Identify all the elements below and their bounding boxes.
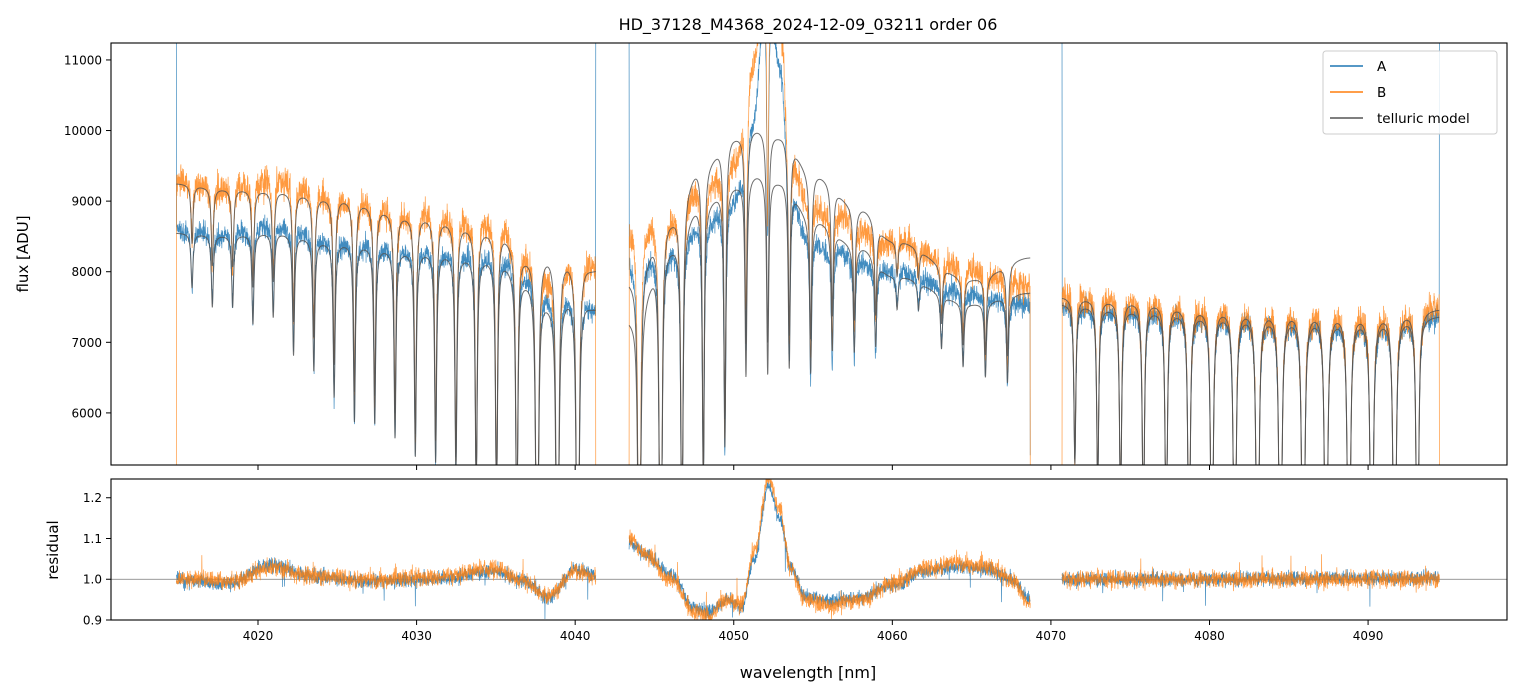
- top-y-tick-label: 10000: [64, 124, 102, 138]
- top-y-tick-label: 7000: [71, 336, 102, 350]
- flux-series-group: [175, 43, 1440, 465]
- top-y-tick-label: 8000: [71, 265, 102, 279]
- legend-label-A: A: [1377, 59, 1387, 75]
- bottom-y-tick-label: 1.2: [83, 491, 102, 505]
- x-tick-label: 4050: [718, 629, 749, 643]
- x-axis-label: wavelength [nm]: [740, 663, 877, 682]
- x-tick-label: 4060: [877, 629, 908, 643]
- x-tick-label: 4080: [1194, 629, 1225, 643]
- residual-panel: 4020 4030 4040 4050 4060 4070 4080 4090 0.9 1.0 1.…: [83, 478, 1508, 643]
- bottom-y-tick-label: 1.1: [83, 532, 102, 546]
- legend-label-B: B: [1377, 85, 1386, 101]
- x-tick-label: 4090: [1353, 629, 1384, 643]
- top-y-axis-label: flux [ADU]: [14, 215, 32, 292]
- bottom-y-tick-label: 1.0: [83, 573, 102, 587]
- residual-series-group: [111, 479, 1507, 620]
- residual-axes-frame: [110, 478, 1508, 621]
- residual-B-line: [175, 479, 1440, 620]
- legend-box: [1322, 50, 1498, 135]
- x-tick-label: 4030: [401, 629, 432, 643]
- top-y-tick-label: 11000: [64, 53, 102, 67]
- top-y-tick-label: 9000: [71, 195, 102, 209]
- chart-title: HD_37128_M4368_2024-12-09_03211 order 06: [619, 15, 998, 35]
- telluric-model-B-line: [176, 132, 1440, 465]
- bottom-y-axis-label: residual: [44, 520, 62, 579]
- legend-label-model: telluric model: [1377, 111, 1470, 127]
- series-A-line: [175, 43, 1440, 465]
- top-y-tick-label: 6000: [71, 406, 102, 420]
- x-tick-label: 4020: [243, 629, 274, 643]
- x-tick-label: 4040: [560, 629, 591, 643]
- x-tick-label: 4070: [1036, 629, 1067, 643]
- flux-axes-frame: [110, 42, 1508, 466]
- bottom-y-tick-label: 0.9: [83, 614, 102, 628]
